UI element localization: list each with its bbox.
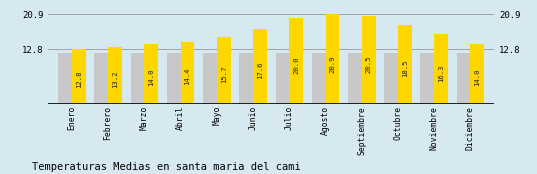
Bar [289, 18, 303, 104]
Bar [325, 14, 339, 104]
Bar [167, 53, 180, 104]
Bar [312, 53, 325, 104]
Bar [108, 48, 122, 104]
Bar [384, 53, 398, 104]
Text: Temperaturas Medias en santa maria del cami: Temperaturas Medias en santa maria del c… [32, 162, 301, 172]
Text: 20.0: 20.0 [293, 57, 299, 74]
Bar [434, 34, 448, 104]
Text: 14.0: 14.0 [148, 69, 154, 86]
Text: 18.5: 18.5 [402, 60, 408, 77]
Bar [72, 49, 86, 104]
Text: 16.3: 16.3 [438, 64, 444, 82]
Bar [470, 44, 484, 104]
Bar [420, 53, 434, 104]
Bar [398, 25, 412, 104]
Bar [217, 37, 230, 104]
Text: 15.7: 15.7 [221, 65, 227, 83]
Bar [240, 53, 253, 104]
Text: 20.5: 20.5 [366, 56, 372, 73]
Text: 14.0: 14.0 [474, 69, 481, 86]
Text: 20.9: 20.9 [329, 55, 336, 73]
Text: 13.2: 13.2 [112, 70, 118, 88]
Bar [203, 53, 217, 104]
Text: 14.4: 14.4 [185, 68, 191, 85]
Bar [58, 53, 72, 104]
Bar [456, 53, 470, 104]
Bar [180, 42, 194, 104]
Text: 12.8: 12.8 [76, 71, 82, 88]
Bar [362, 16, 375, 104]
Bar [275, 53, 289, 104]
Bar [130, 53, 144, 104]
Text: 17.6: 17.6 [257, 61, 263, 79]
Bar [348, 53, 362, 104]
Bar [144, 44, 158, 104]
Bar [95, 53, 108, 104]
Bar [253, 29, 267, 104]
